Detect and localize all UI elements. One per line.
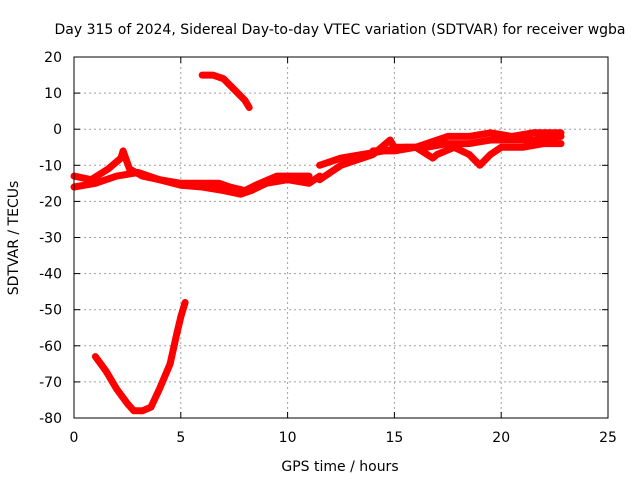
- x-tick-label: 0: [70, 430, 79, 446]
- x-axis-label: GPS time / hours: [281, 459, 398, 475]
- x-tick-label: 10: [279, 430, 297, 446]
- x-tick-label: 5: [176, 430, 185, 446]
- y-tick-label: -20: [39, 194, 62, 210]
- x-tick-label: 20: [492, 430, 510, 446]
- y-tick-label: -80: [39, 411, 62, 427]
- series-track-upper-arc: [198, 71, 253, 111]
- y-tick-label: 0: [53, 122, 62, 138]
- y-tick-label: -50: [39, 303, 62, 319]
- y-axis-label: SDTVAR / TECUs: [6, 181, 22, 296]
- x-tick-label: 15: [385, 430, 403, 446]
- y-tick-label: -30: [39, 231, 62, 247]
- chart-title: Day 315 of 2024, Sidereal Day-to-day VTE…: [54, 22, 625, 38]
- y-tick-label: 10: [44, 86, 62, 102]
- plot-frame: [73, 56, 609, 419]
- axis-layer: 0 5 10 15 20 25 20 10 0 -10 -20 -30 -40 -50 -60 -70 -80: [39, 50, 617, 446]
- data-layer: [70, 71, 565, 415]
- series-track-lower-dip: [91, 299, 189, 415]
- y-tick-label: -70: [39, 375, 62, 391]
- grid-layer: [74, 57, 608, 418]
- series-track-main-band-b: [70, 169, 324, 198]
- y-tick-label: -10: [39, 158, 62, 174]
- series-track-rising-a: [316, 132, 565, 169]
- x-tick-label: 25: [599, 430, 617, 446]
- series-track-rising-c: [369, 140, 565, 169]
- y-tick-label: -40: [39, 267, 62, 283]
- y-tick-label: -60: [39, 339, 62, 355]
- y-tick-label: 20: [44, 50, 62, 66]
